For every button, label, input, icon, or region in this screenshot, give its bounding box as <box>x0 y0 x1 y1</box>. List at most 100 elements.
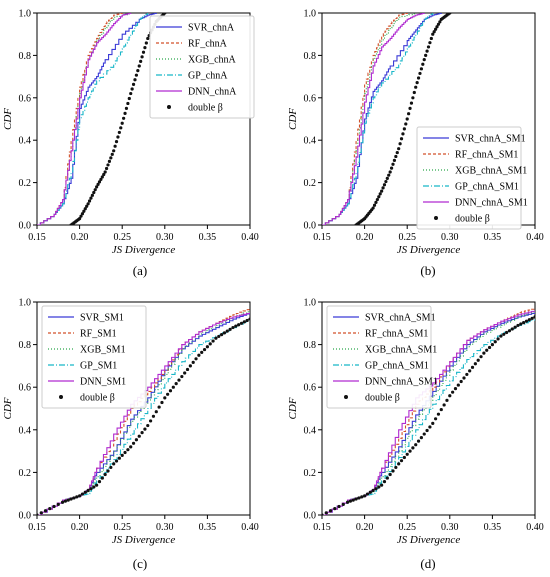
data-point <box>166 392 170 396</box>
data-point <box>357 496 361 500</box>
data-point <box>432 30 436 34</box>
data-point <box>424 53 428 58</box>
data-point <box>231 325 235 330</box>
legend-box <box>149 15 255 119</box>
legend: SVR_SM1 RF_SM1 XGB_SM1 GP_SM1 DNN_SM1double … <box>41 305 147 409</box>
data-point <box>149 419 153 423</box>
data-point <box>505 330 509 335</box>
data-point <box>456 383 460 387</box>
x-tick-label: 0.40 <box>526 232 544 243</box>
series-double-beta <box>354 13 452 225</box>
data-point <box>140 55 144 59</box>
data-point <box>402 127 406 131</box>
data-point <box>100 175 104 179</box>
data-point <box>422 58 426 62</box>
data-point <box>92 190 96 195</box>
data-point <box>139 59 143 64</box>
y-tick-label: 0.4 <box>19 136 32 147</box>
data-point <box>360 495 364 499</box>
data-point <box>75 495 79 499</box>
data-point <box>113 144 117 148</box>
y-tick-label: 1.0 <box>304 9 317 20</box>
data-point <box>222 331 227 335</box>
data-point <box>389 166 394 170</box>
x-tick-label: 0.40 <box>526 522 544 533</box>
data-point <box>434 27 438 31</box>
data-point <box>380 189 384 193</box>
data-point <box>234 324 238 328</box>
data-point <box>380 483 384 487</box>
y-tick-label: 1.0 <box>19 9 32 20</box>
data-point <box>106 469 110 473</box>
data-point <box>180 374 184 379</box>
data-point <box>411 446 415 450</box>
data-point <box>126 448 130 452</box>
legend-label: RF_chnA <box>188 39 228 50</box>
data-point <box>205 345 209 349</box>
data-point <box>516 323 520 328</box>
x-tick-label: 0.20 <box>356 232 374 243</box>
data-point <box>398 142 402 146</box>
chart-panel-1: 0.15 0.20 0.25 0.30 0.35 0.40 0.0 0.2 0.4 0.6 0.8 1… <box>2 9 259 279</box>
data-point <box>394 154 398 159</box>
legend-label: DNN_chnA_SM1 <box>455 198 528 209</box>
data-point <box>418 71 422 76</box>
x-axis-title: JS Divergence <box>397 534 461 546</box>
data-point <box>237 323 241 327</box>
data-point <box>438 20 442 24</box>
data-point <box>163 396 167 400</box>
data-point <box>368 490 372 494</box>
legend-label: RF_chnA_SM1 <box>365 329 428 340</box>
data-point <box>83 207 87 211</box>
data-point <box>97 180 102 184</box>
legend-label: XGB_chnA_SM1 <box>365 345 437 356</box>
x-tick-label: 0.30 <box>156 522 174 533</box>
y-tick-label: 0.4 <box>304 425 317 436</box>
y-tick-label: 0.6 <box>19 93 32 104</box>
x-tick-label: 0.30 <box>441 522 459 533</box>
data-point <box>143 427 147 431</box>
chart-panel-2: 0.15 0.20 0.25 0.30 0.35 0.40 0.0 0.2 0.4 0.6 0.8 1… <box>287 9 544 279</box>
series-line-gp <box>322 13 434 225</box>
data-point <box>146 36 150 41</box>
data-point <box>78 217 82 221</box>
data-point <box>96 182 100 186</box>
data-point <box>80 212 85 216</box>
data-point <box>468 369 472 373</box>
data-point <box>39 511 43 515</box>
x-tick-label: 0.20 <box>356 522 374 533</box>
data-point <box>174 382 178 386</box>
data-point <box>63 499 67 503</box>
x-tick-label: 0.35 <box>199 522 217 533</box>
data-point <box>411 96 415 100</box>
y-axis-title: CDF <box>287 108 299 130</box>
x-tick-label: 0.15 <box>28 232 46 243</box>
data-point <box>183 371 187 375</box>
data-point <box>479 355 483 359</box>
data-point <box>429 36 433 41</box>
data-point <box>445 398 449 402</box>
data-point <box>392 158 397 162</box>
legend: SVR_chnA_SM1 RF_chnA_SM1 XGB_chnA_SM1 GP_ch… <box>326 305 438 409</box>
data-point <box>107 159 112 163</box>
data-point <box>69 497 73 501</box>
y-tick-label: 0.0 <box>19 511 32 522</box>
y-tick-label: 0.8 <box>19 340 32 351</box>
x-tick-label: 0.35 <box>199 232 217 243</box>
data-point <box>422 432 426 436</box>
data-point <box>493 340 497 344</box>
data-point <box>200 350 204 355</box>
data-point <box>401 132 405 136</box>
legend-box <box>326 305 432 409</box>
data-point <box>119 126 123 130</box>
data-point <box>214 336 218 340</box>
data-point <box>87 199 92 203</box>
data-point <box>384 179 388 184</box>
data-point <box>194 357 198 361</box>
data-point <box>337 504 341 509</box>
panel-caption: (c) <box>133 556 147 571</box>
data-point <box>388 472 392 477</box>
data-point <box>163 13 167 15</box>
data-point <box>117 456 121 460</box>
series-double-beta <box>37 317 250 515</box>
